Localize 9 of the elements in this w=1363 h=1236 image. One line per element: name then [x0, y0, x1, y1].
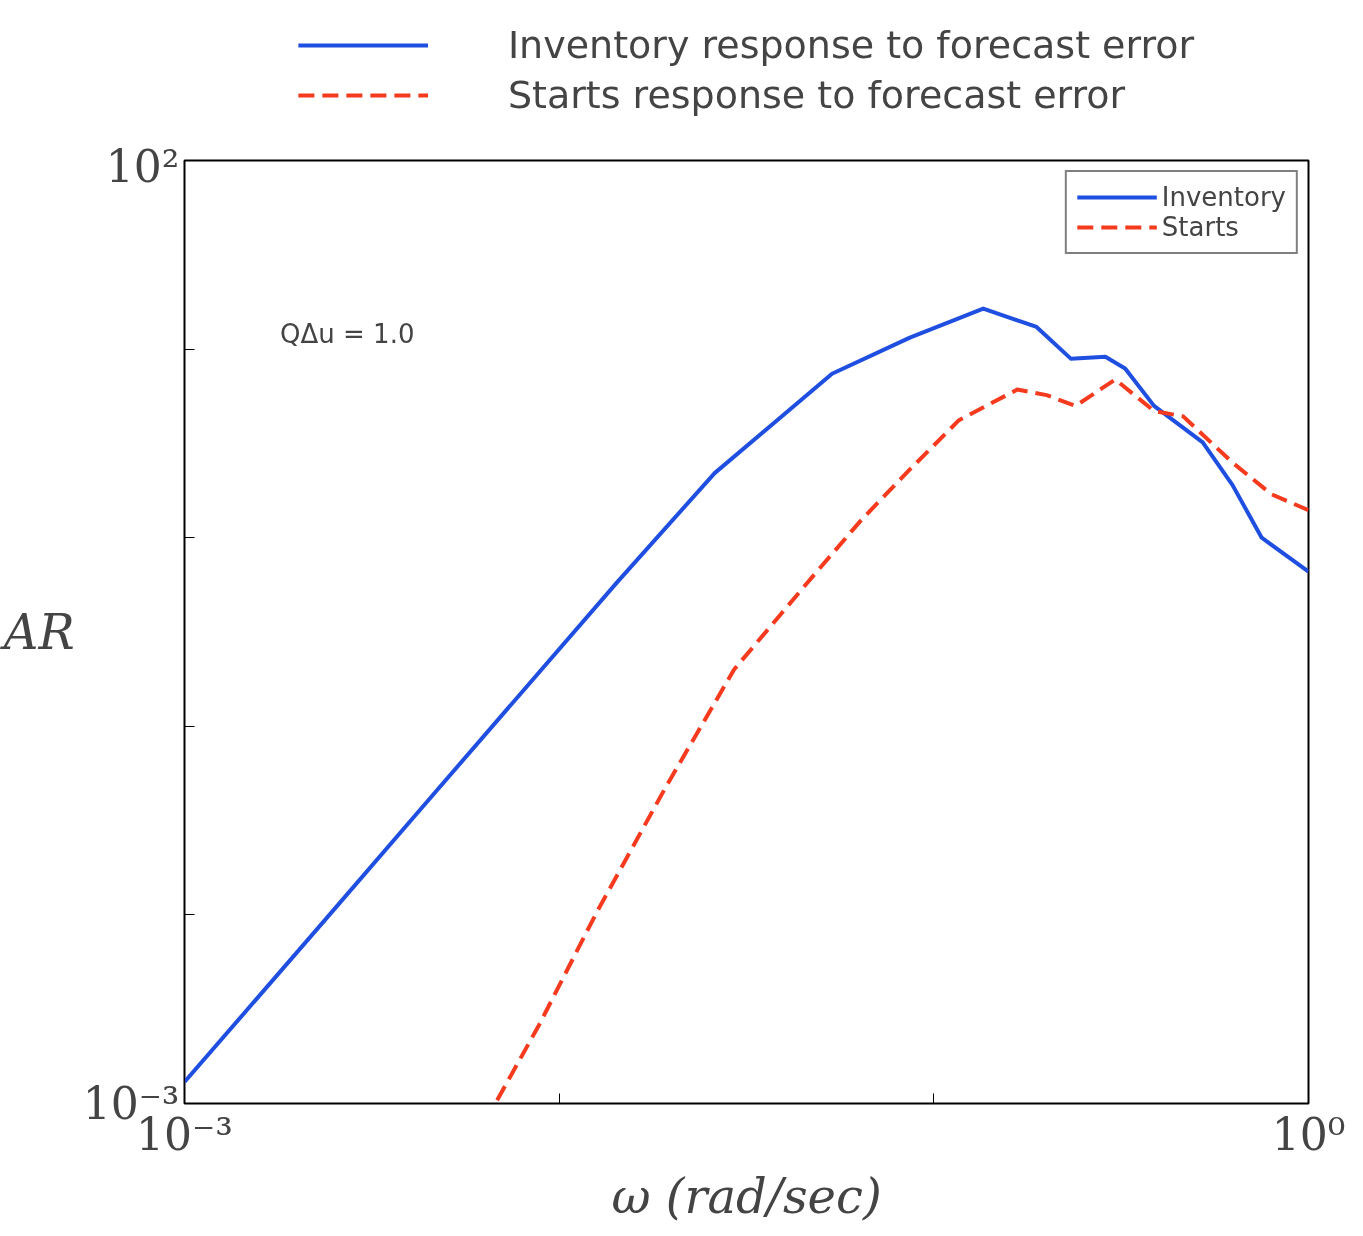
y-tick-label: 10²	[105, 140, 180, 192]
y-axis-title: AR	[0, 604, 75, 660]
x-axis-title: ω (rad/sec)	[611, 1167, 882, 1224]
annotation: QΔu = 1.0	[280, 319, 415, 350]
x-tick-label: 10⁰	[1271, 1108, 1346, 1160]
legend-label: Starts	[1161, 212, 1239, 242]
text: Inventory response to forecast error	[507, 23, 1195, 67]
legend-label: Inventory	[1161, 182, 1286, 212]
text: Starts response to forecast error	[507, 73, 1126, 117]
